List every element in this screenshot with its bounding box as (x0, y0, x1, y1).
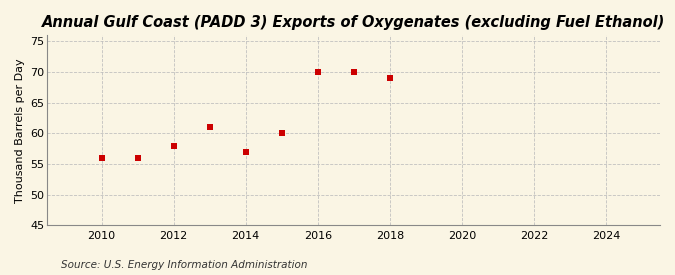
Point (384, 76, 395, 80)
Point (96, 156, 107, 160)
Y-axis label: Thousand Barrels per Day: Thousand Barrels per Day (15, 58, 25, 203)
Point (276, 131, 287, 136)
Point (205, 125, 215, 130)
Text: Source: U.S. Energy Information Administration: Source: U.S. Energy Information Administ… (61, 260, 307, 270)
Point (240, 150, 251, 154)
Point (132, 156, 143, 160)
Point (348, 70, 359, 74)
Point (313, 70, 323, 74)
Point (168, 143, 179, 148)
Title: Annual Gulf Coast (PADD 3) Exports of Oxygenates (excluding Fuel Ethanol): Annual Gulf Coast (PADD 3) Exports of Ox… (42, 15, 666, 30)
